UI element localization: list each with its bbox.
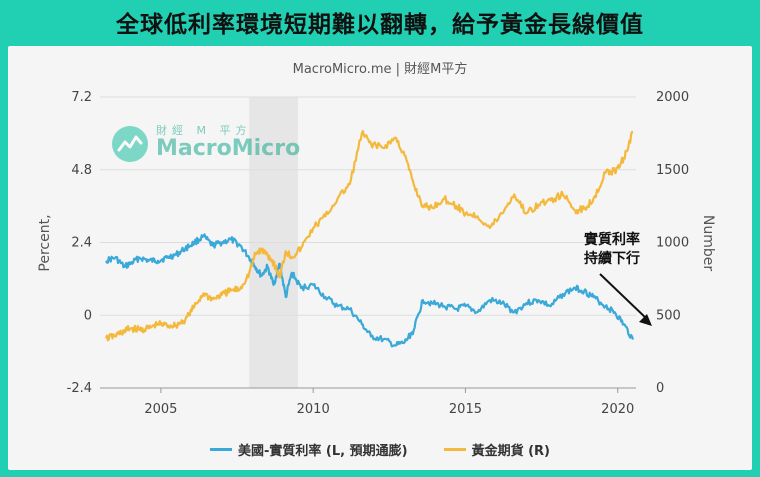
watermark-big-text: MacroMicro <box>156 136 301 161</box>
left-tick-label: 0 <box>84 308 92 323</box>
annotation-arrow-head <box>639 314 652 326</box>
series-line-real-rate <box>105 233 635 348</box>
legend-swatch-real-rate <box>210 448 232 451</box>
right-tick-label: 500 <box>656 308 681 323</box>
right-tick-label: 2000 <box>656 90 689 105</box>
annotation-arrow-shaft <box>599 273 649 321</box>
left-tick-label: 2.4 <box>71 236 92 251</box>
x-tick-label: 2015 <box>449 402 482 417</box>
logo-mark-icon <box>112 126 148 162</box>
x-tick-label: 2005 <box>144 402 177 417</box>
legend-swatch-gold <box>443 448 466 451</box>
watermark-logo: 財經 M 平方 MacroMicro <box>112 122 300 166</box>
chart-panel <box>8 46 752 470</box>
x-tick-label: 2010 <box>297 402 330 417</box>
legend-item-real-rate[interactable]: 美國-實質利率 (L, 預期通膨) <box>210 440 408 459</box>
left-tick-label: 7.2 <box>71 90 92 105</box>
right-tick-label: 0 <box>656 381 664 396</box>
x-tick-label: 2020 <box>601 402 634 417</box>
left-tick-label: -2.4 <box>67 381 92 396</box>
series-line-gold <box>105 130 634 342</box>
annotation-line-1: 實質利率 <box>584 231 640 248</box>
source-label: MacroMicro.me | 財經M平方 <box>292 62 468 77</box>
watermark-small-text: 財經 M 平方 <box>156 124 252 137</box>
left-tick-label: 4.8 <box>71 163 92 178</box>
headline: 全球低利率環境短期難以翻轉，給予黃金長線價值 <box>116 12 644 38</box>
legend: 美國-實質利率 (L, 預期通膨) 黃金期貨 (R) <box>0 440 760 459</box>
legend-label-real-rate: 美國-實質利率 (L, 預期通膨) <box>238 444 408 459</box>
left-axis-title: Percent, <box>37 214 53 271</box>
legend-label-gold: 黃金期貨 (R) <box>471 444 550 459</box>
right-tick-label: 1500 <box>656 163 689 178</box>
right-axis-title: Number <box>700 215 716 271</box>
legend-item-gold[interactable]: 黃金期貨 (R) <box>443 440 550 459</box>
annotation-line-2: 持續下行 <box>584 250 640 267</box>
right-tick-label: 1000 <box>656 236 689 251</box>
